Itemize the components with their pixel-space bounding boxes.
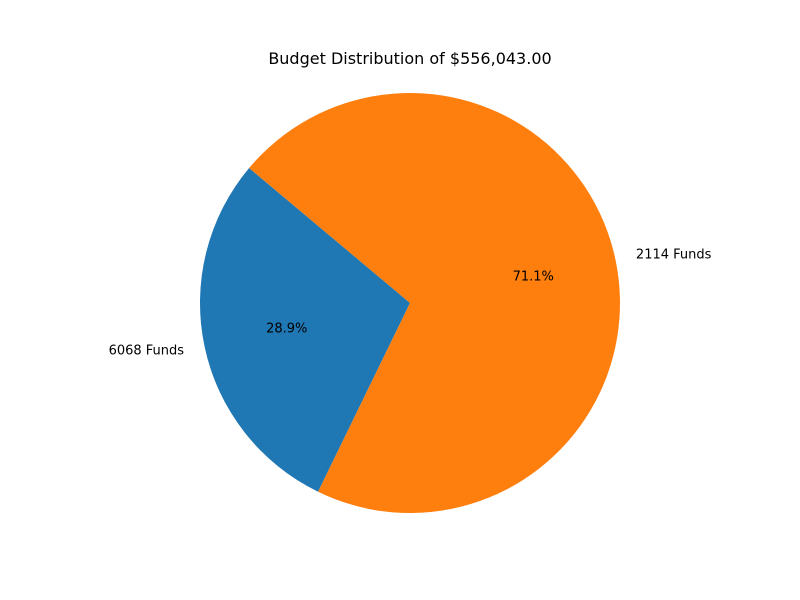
- chart-title: Budget Distribution of $556,043.00: [268, 49, 551, 68]
- slice-label-2: 2114 Funds: [636, 247, 712, 262]
- slice-label-1: 6068 Funds: [109, 344, 185, 359]
- slice-percent-label-2: 71.1%: [513, 269, 554, 284]
- pie-labels: 6068 Funds 28.9% 2114 Funds 71.1%: [109, 247, 712, 358]
- slice-percent-label-1: 28.9%: [266, 322, 307, 337]
- pie-slices: [200, 93, 620, 514]
- pie-slice-1: [200, 168, 410, 492]
- pie-slice-2: [249, 93, 620, 514]
